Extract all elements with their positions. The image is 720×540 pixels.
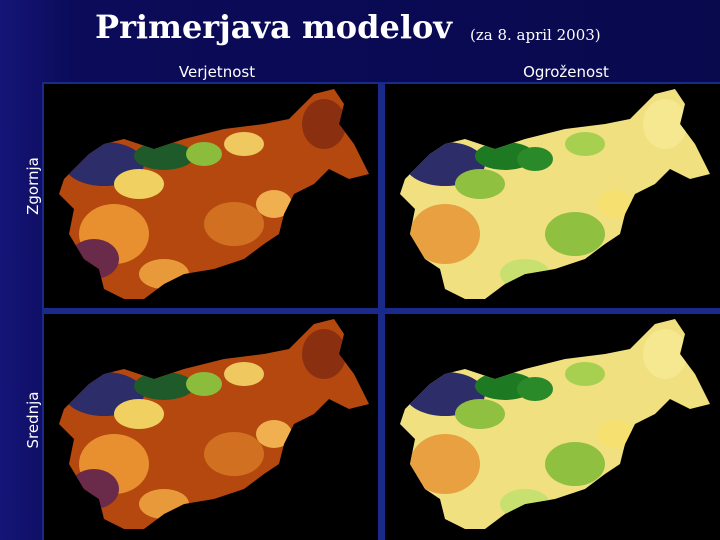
subtitle: (za 8. april 2003) (470, 26, 601, 44)
row-header: Srednja (24, 392, 42, 449)
column-header: Ogroženost (523, 63, 609, 81)
row-header: Zgornja (24, 157, 42, 215)
title: Primerjava modelov (95, 8, 453, 46)
column-header: Verjetnost (179, 63, 255, 81)
